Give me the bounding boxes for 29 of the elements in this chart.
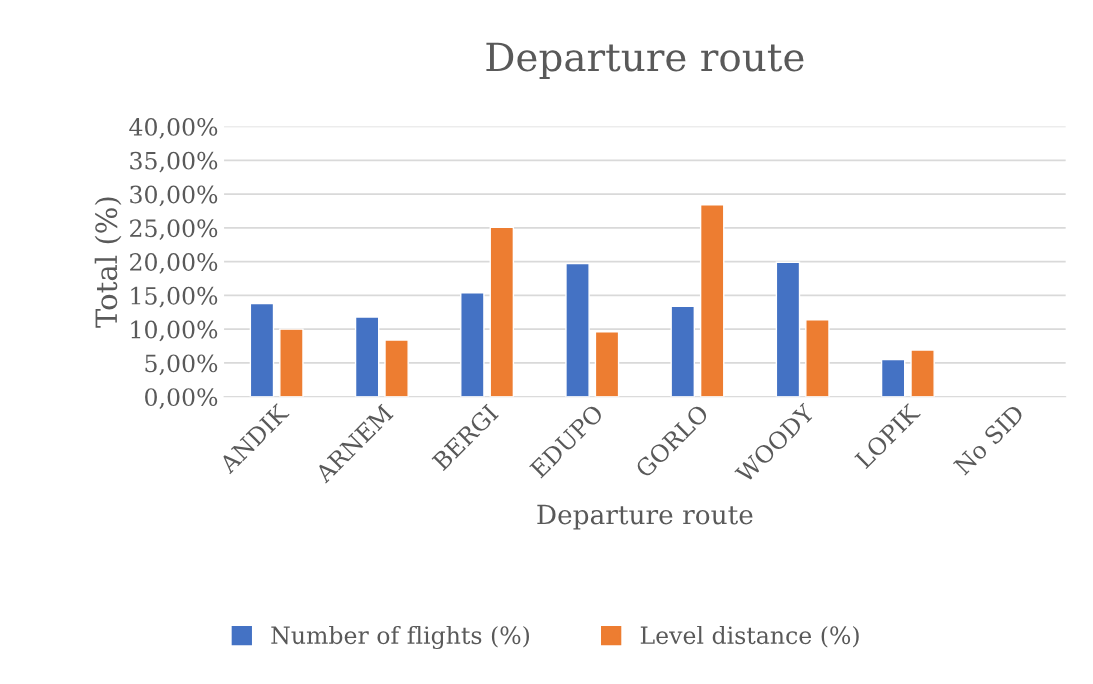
x-axis-title: Departure route (537, 504, 753, 530)
bar (880, 358, 906, 397)
y-tick-label: 40,00% (129, 117, 218, 139)
x-tick-label: No SID (952, 403, 1026, 476)
y-tick-label: 25,00% (130, 219, 218, 241)
bar (594, 331, 620, 397)
bar (460, 292, 485, 397)
y-tick-label: 10,00% (131, 320, 218, 342)
y-tick-label: 30,00% (130, 185, 218, 207)
legend-label: Level distance (%) (640, 625, 859, 648)
bar (775, 261, 801, 397)
legend-label: Number of flights (%) (271, 625, 530, 650)
bar (279, 328, 304, 397)
bar (805, 319, 830, 397)
bar (354, 316, 380, 397)
bar (384, 339, 409, 397)
y-axis-title: Total (%) (94, 197, 122, 328)
y-tick-label: 35,00% (130, 151, 218, 173)
bar (699, 204, 725, 397)
chart-title: Departure route (486, 42, 804, 80)
bar (249, 302, 275, 397)
y-tick-label: 20,00% (130, 253, 218, 274)
y-tick-label: 5,00% (145, 354, 218, 376)
bar (489, 226, 515, 397)
y-tick-label: 0,00% (145, 388, 218, 409)
y-tick-label: 15,00% (131, 286, 218, 308)
bar (910, 349, 935, 397)
bar (565, 262, 590, 397)
bar (670, 305, 696, 397)
